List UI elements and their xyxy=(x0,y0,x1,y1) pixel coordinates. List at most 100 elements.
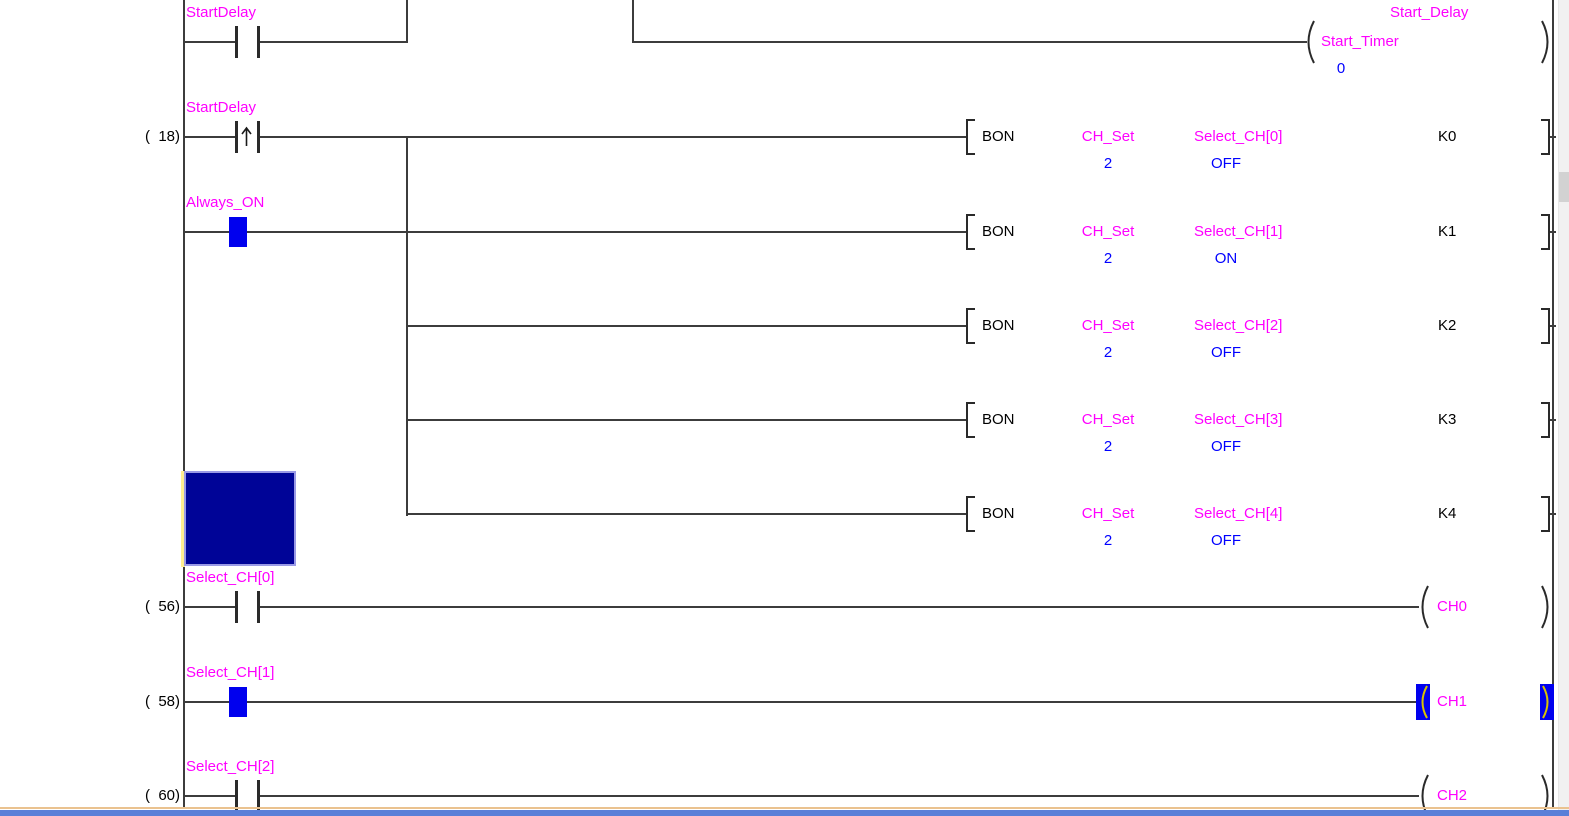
wire xyxy=(1550,513,1556,515)
opcode-label: BON xyxy=(982,505,1015,522)
wire xyxy=(1550,231,1556,233)
rising-edge-arrow-icon xyxy=(241,126,252,146)
contact-tag-label: Select_CH[2] xyxy=(186,758,275,775)
contact-tag-label: Select_CH[0] xyxy=(186,569,275,586)
timer-preset-tag: Start_Delay xyxy=(1390,4,1469,21)
energized-contact[interactable] xyxy=(229,217,247,247)
output-coil[interactable]: CH0 xyxy=(1415,585,1555,629)
word-value: 2 xyxy=(1103,344,1113,361)
coil-open-paren-icon xyxy=(1307,20,1315,64)
left-bracket-icon xyxy=(966,214,975,250)
right-bracket-icon xyxy=(1541,496,1550,532)
bit-state: OFF xyxy=(1211,155,1241,172)
contact-tag-label: Always_ON xyxy=(186,194,265,211)
bit-state: ON xyxy=(1214,250,1238,267)
left-bracket-icon xyxy=(966,496,975,532)
bit-operand: Select_CH[1] xyxy=(1194,223,1283,240)
word-value: 2 xyxy=(1103,532,1113,549)
bon-instruction[interactable]: BON CH_Set 2 Select_CH[4] OFF K4 xyxy=(966,496,1558,552)
wire xyxy=(1550,136,1556,138)
contact-bar xyxy=(235,780,238,812)
right-bracket-icon xyxy=(1541,308,1550,344)
contact-bar xyxy=(257,591,260,623)
bit-operand: Select_CH[0] xyxy=(1194,128,1283,145)
constant-operand: K2 xyxy=(1438,317,1457,334)
bit-operand: Select_CH[2] xyxy=(1194,317,1283,334)
opcode-label: BON xyxy=(982,128,1015,145)
bit-state: OFF xyxy=(1211,532,1241,549)
coil-close-paren-icon xyxy=(1541,20,1549,64)
word-operand: CH_Set xyxy=(1081,317,1135,334)
contact-tag-label: Select_CH[1] xyxy=(186,664,275,681)
wire xyxy=(259,606,1419,608)
no-contact[interactable] xyxy=(229,590,269,624)
wire xyxy=(259,795,1419,797)
wire xyxy=(183,701,1419,703)
window-border-tan xyxy=(0,807,1569,809)
opcode-label: BON xyxy=(982,317,1015,334)
right-power-rail xyxy=(1552,0,1554,807)
word-value: 2 xyxy=(1103,250,1113,267)
contact-tag-label: StartDelay xyxy=(186,4,257,21)
wire xyxy=(183,136,236,138)
coil-label: CH0 xyxy=(1437,598,1468,615)
wire xyxy=(183,231,966,233)
constant-operand: K3 xyxy=(1438,411,1457,428)
bon-instruction[interactable]: BON CH_Set 2 Select_CH[0] OFF K0 xyxy=(966,119,1558,175)
no-contact[interactable] xyxy=(229,779,269,813)
word-operand: CH_Set xyxy=(1081,223,1135,240)
contact-bar xyxy=(257,121,260,153)
vertical-scrollbar[interactable] xyxy=(1558,0,1569,816)
coil-open-paren-icon xyxy=(1421,685,1428,719)
rung-number: ( 60) xyxy=(144,787,180,804)
rung-number: ( 18) xyxy=(144,128,180,145)
right-bracket-icon xyxy=(1541,214,1550,250)
constant-operand: K0 xyxy=(1438,128,1457,145)
rising-edge-contact[interactable] xyxy=(229,120,269,154)
contact-bar xyxy=(235,121,238,153)
left-power-rail xyxy=(183,0,185,807)
bit-state: OFF xyxy=(1211,438,1241,455)
left-bracket-icon xyxy=(966,119,975,155)
constant-operand: K1 xyxy=(1438,223,1457,240)
bon-instruction[interactable]: BON CH_Set 2 Select_CH[3] OFF K3 xyxy=(966,402,1558,458)
wire-branch-up xyxy=(406,0,408,43)
rung-number: ( 58) xyxy=(144,693,180,710)
word-value: 2 xyxy=(1103,438,1113,455)
timer-coil-name: Start_Timer xyxy=(1321,33,1399,50)
wire xyxy=(1550,419,1556,421)
wire xyxy=(632,41,1307,43)
coil-label: CH1 xyxy=(1437,693,1468,710)
scrollbar-thumb[interactable] xyxy=(1559,172,1569,202)
word-operand: CH_Set xyxy=(1081,411,1135,428)
contact-tag-label: StartDelay xyxy=(186,99,257,116)
timer-coil[interactable]: Start_Timer 0 xyxy=(1301,20,1557,80)
energized-contact[interactable] xyxy=(229,687,247,717)
wire xyxy=(406,513,966,515)
bon-instruction[interactable]: BON CH_Set 2 Select_CH[1] ON K1 xyxy=(966,214,1558,270)
coil-open-paren-icon xyxy=(1421,585,1429,629)
word-operand: CH_Set xyxy=(1081,505,1135,522)
right-bracket-icon xyxy=(1541,119,1550,155)
contact-bar xyxy=(235,26,238,58)
output-coil-energized[interactable]: CH1 xyxy=(1415,680,1555,724)
energized-paren-box xyxy=(1416,684,1430,720)
window-border-blue xyxy=(0,810,1569,816)
cursor-edge-highlight xyxy=(181,471,185,567)
cursor-box xyxy=(184,471,296,566)
coil-close-paren-icon xyxy=(1541,585,1549,629)
bit-operand: Select_CH[4] xyxy=(1194,505,1283,522)
no-contact[interactable] xyxy=(229,25,269,59)
rung-number: ( 56) xyxy=(144,598,180,615)
coil-close-paren-icon xyxy=(1542,685,1549,719)
word-value: 2 xyxy=(1103,155,1113,172)
wire xyxy=(1550,325,1556,327)
left-bracket-icon xyxy=(966,402,975,438)
wire xyxy=(183,795,236,797)
edit-cursor[interactable] xyxy=(181,471,297,567)
contact-bar xyxy=(257,780,260,812)
opcode-label: BON xyxy=(982,411,1015,428)
constant-operand: K4 xyxy=(1438,505,1457,522)
bit-state: OFF xyxy=(1211,344,1241,361)
bon-instruction[interactable]: BON CH_Set 2 Select_CH[2] OFF K2 xyxy=(966,308,1558,364)
